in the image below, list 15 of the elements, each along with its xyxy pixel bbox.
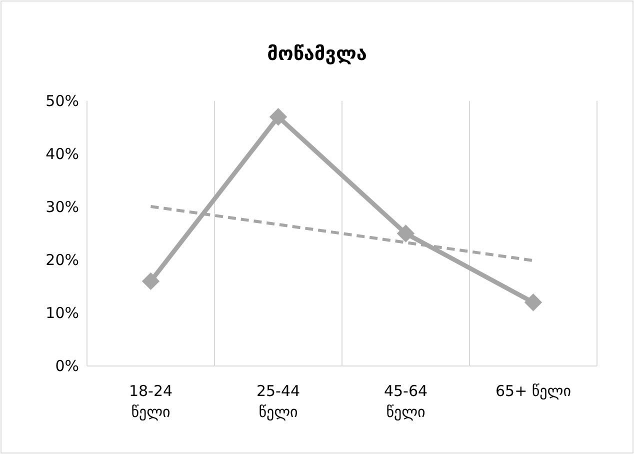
point bbox=[524, 294, 542, 312]
y-tick-label: 50% bbox=[46, 92, 79, 110]
chart-title: მოწამვლა bbox=[267, 43, 367, 65]
point bbox=[269, 108, 288, 126]
y-tick-label: 10% bbox=[46, 304, 79, 322]
y-tick-label: 20% bbox=[46, 250, 79, 269]
point bbox=[142, 272, 160, 290]
x-tick-label: 65+ წელი bbox=[495, 382, 572, 400]
point bbox=[396, 224, 415, 242]
y-tick-label: 40% bbox=[46, 144, 79, 163]
x-tick-label: 45-64 წელი bbox=[384, 382, 428, 421]
x-tick-label: 25-44 წელი bbox=[256, 382, 300, 421]
y-tick-label: 0% bbox=[55, 356, 79, 375]
y-tick-label: 30% bbox=[46, 198, 79, 216]
x-tick-label: 18-24 წელი bbox=[128, 382, 173, 421]
